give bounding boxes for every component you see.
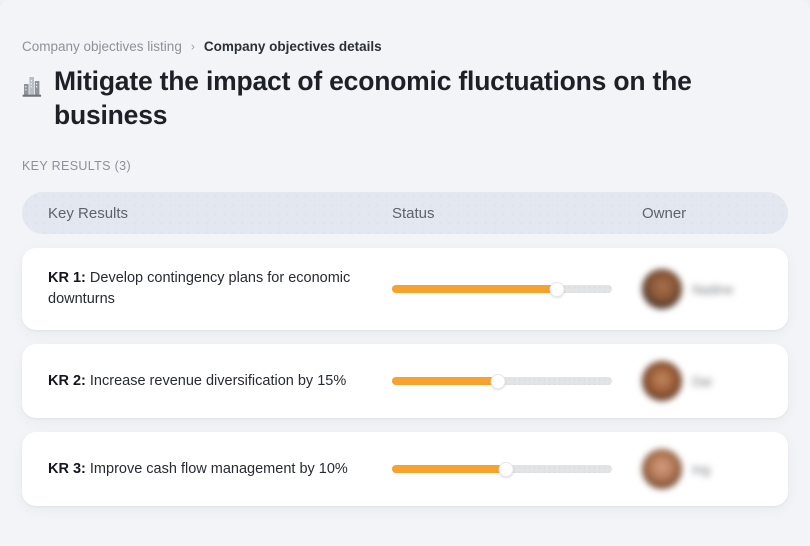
table-body: KR 1: Develop contingency plans for econ… [22, 248, 788, 506]
table-row[interactable]: KR 1: Develop contingency plans for econ… [22, 248, 788, 330]
avatar [642, 449, 682, 489]
table-row[interactable]: KR 3: Improve cash flow management by 10… [22, 432, 788, 506]
key-result-description: Improve cash flow management by 10% [85, 460, 348, 477]
progress-fill [392, 465, 507, 473]
owner-name: Nadine [692, 281, 734, 297]
key-result-text: KR 1: Develop contingency plans for econ… [22, 252, 392, 326]
page-title: Mitigate the impact of economic fluctuat… [54, 66, 692, 130]
key-result-text: KR 2: Increase revenue diversification b… [22, 355, 392, 408]
progress-slider[interactable] [392, 372, 612, 390]
breadcrumb-link-listing[interactable]: Company objectives listing [22, 39, 182, 54]
key-result-description: Increase revenue diversification by 15% [85, 372, 347, 389]
key-result-description: Develop contingency plans for economic d… [48, 270, 351, 307]
avatar [642, 269, 682, 309]
key-result-text: KR 3: Improve cash flow management by 10… [22, 443, 392, 496]
progress-knob[interactable] [490, 373, 506, 389]
column-header-key-results: Key Results [48, 204, 129, 222]
key-results-section-label: KEY RESULTS (3) [22, 159, 131, 173]
key-result-tag: KR 1: [48, 270, 86, 286]
key-result-tag: KR 2: [48, 372, 86, 389]
key-result-tag: KR 3: [48, 460, 86, 477]
table-row[interactable]: KR 2: Increase revenue diversification b… [22, 344, 788, 418]
breadcrumb: Company objectives listing › Company obj… [22, 38, 382, 56]
building-icon [22, 77, 42, 97]
progress-slider[interactable] [392, 460, 612, 478]
avatar [642, 361, 682, 401]
table-header-row: Key Results Status Owner [22, 192, 788, 234]
status-cell [392, 460, 642, 478]
owner-cell: Ing [642, 449, 788, 489]
progress-knob[interactable] [498, 461, 514, 477]
key-results-table: Key Results Status Owner KR 1: Develop c… [22, 192, 788, 520]
owner-name: Ing [692, 461, 711, 477]
column-header-owner: Owner [642, 204, 687, 222]
owner-cell: Nadine [642, 269, 788, 309]
status-cell [392, 372, 642, 390]
owner-cell: Dai [642, 361, 788, 401]
progress-slider[interactable] [392, 280, 612, 298]
progress-fill [392, 377, 498, 385]
progress-knob[interactable] [549, 281, 565, 297]
progress-fill [392, 285, 557, 293]
breadcrumb-current-details: Company objectives details [203, 39, 382, 54]
page-header: Mitigate the impact of economic fluctuat… [22, 64, 722, 132]
chevron-right-icon: › [190, 39, 195, 54]
status-cell [392, 280, 642, 298]
owner-name: Dai [692, 373, 712, 389]
column-header-status: Status [392, 204, 435, 222]
